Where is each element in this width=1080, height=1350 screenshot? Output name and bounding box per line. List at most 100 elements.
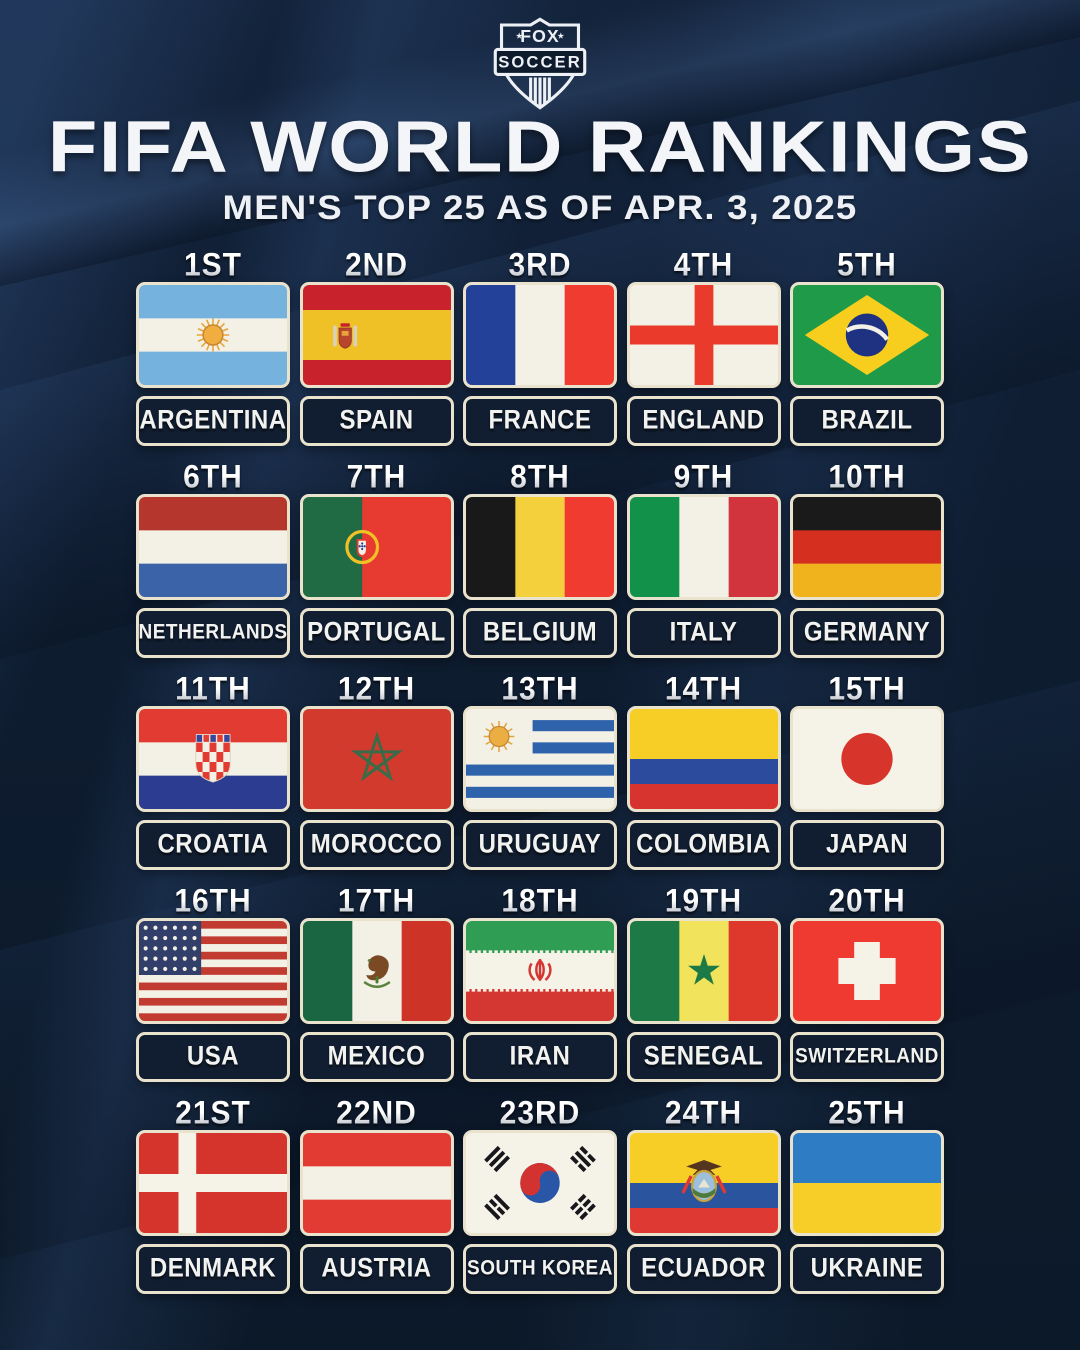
country-name: SWITZERLAND [795,1044,939,1068]
ranking-cell: 25TH UKRAINE [790,1095,944,1294]
flag-brazil-icon [790,282,944,388]
rank-label: 2ND [344,247,408,283]
flag-spain-icon [299,282,454,388]
rank-label: 8TH [510,459,570,495]
flag-argentina-icon [136,282,290,388]
country-plate: SENEGAL [626,1032,781,1082]
rank-label: 22ND [336,1095,417,1131]
country-plate: ITALY [626,608,781,658]
country-plate: NETHERLANDS [136,608,290,658]
country-plate: CROATIA [136,820,290,870]
country-name: PORTUGAL [307,617,446,648]
rank-label: 17TH [337,883,416,919]
flag-south-korea-icon [463,1130,617,1236]
ranking-cell: 19TH SENEGAL [626,883,781,1082]
flag-croatia-icon [136,706,290,812]
shield-stripes-icon [529,77,551,107]
flag-germany-icon [790,494,944,600]
flag-portugal-icon [299,494,454,600]
ranking-cell: 14TH COLOMBIA [626,671,781,870]
rank-label: 3RD [508,247,572,283]
flag-morocco-icon [299,706,454,812]
country-plate: ARGENTINA [136,396,290,446]
country-name: FRANCE [488,405,592,436]
country-plate: MOROCCO [299,820,454,870]
country-name: GERMANY [803,617,931,648]
flag-japan-icon [790,706,944,812]
flag-italy-icon [626,494,781,600]
country-name: IRAN [509,1041,571,1072]
country-name: COLOMBIA [636,829,771,860]
flag-ukraine-icon [790,1130,944,1236]
flag-iran-icon [463,918,617,1024]
ranking-cell: 11TH CROATIA [136,671,290,870]
ranking-cell: 23RD SOUTH KOREA [463,1095,617,1294]
rank-label: 23RD [499,1095,581,1131]
ranking-cell: 18TH IRAN [463,883,617,1082]
flag-switzerland-icon [790,918,944,1024]
logo-fox-text: FOX [520,26,559,46]
flag-austria-icon [299,1130,454,1236]
ranking-cell: 16TH USA [136,883,290,1082]
country-name: JAPAN [825,829,909,860]
ranking-cell: 8TH BELGIUM [463,459,617,658]
flag-uruguay-icon [463,706,617,812]
flag-england-icon [626,282,781,388]
country-name: MOROCCO [310,829,443,860]
rank-label: 13TH [501,671,579,707]
logo-soccer-text: SOCCER [498,53,582,72]
fox-soccer-logo: FOX SOCCER [488,16,592,117]
country-plate: SPAIN [299,396,454,446]
flag-colombia-icon [626,706,781,812]
country-plate: AUSTRIA [299,1244,454,1294]
ranking-cell: 15TH JAPAN [790,671,944,870]
country-name: CROATIA [157,829,269,860]
country-plate: ENGLAND [626,396,781,446]
rank-label: 5TH [837,247,897,283]
country-plate: MEXICO [299,1032,454,1082]
country-name: ITALY [669,617,738,648]
page-title: FIFA WORLD RANKINGS [47,107,1033,188]
rank-label: 25TH [828,1095,906,1131]
country-name: NETHERLANDS [138,620,288,644]
rank-label: 18TH [501,883,579,919]
country-plate: IRAN [463,1032,617,1082]
ranking-cell: 21ST DENMARK [136,1095,290,1294]
country-plate: BELGIUM [463,608,617,658]
country-plate: UKRAINE [790,1244,944,1294]
country-plate: JAPAN [790,820,944,870]
country-plate: FRANCE [463,396,617,446]
rank-label: 4TH [673,247,734,283]
ranking-cell: 22ND AUSTRIA [299,1095,454,1294]
flag-netherlands-icon [136,494,290,600]
country-plate: PORTUGAL [299,608,454,658]
country-name: MEXICO [327,1041,426,1072]
rankings-section: 1ST ARGENTINA 2ND SPAIN 3RD FRANCE 4TH E… [0,247,1080,1294]
flag-usa-icon [136,918,290,1024]
country-plate: SOUTH KOREA [463,1244,617,1294]
rank-label: 16TH [174,883,252,919]
rank-label: 6TH [183,459,243,495]
ranking-cell: 17TH MEXICO [299,883,454,1082]
rank-label: 10TH [828,459,906,495]
flag-france-icon [463,282,617,388]
ranking-cell: 4TH ENGLAND [626,247,781,446]
country-name: USA [186,1041,240,1072]
rank-label: 19TH [664,883,743,919]
flag-mexico-icon [299,918,454,1024]
ranking-cell: 9TH ITALY [626,459,781,658]
ranking-cell: 24TH ECUADOR [626,1095,781,1294]
ranking-cell: 7TH PORTUGAL [299,459,454,658]
flag-ecuador-icon [626,1130,781,1236]
flag-belgium-icon [463,494,617,600]
page-subtitle: MEN'S TOP 25 AS OF APR. 3, 2025 [222,188,858,227]
country-name: SENEGAL [643,1041,764,1072]
country-name: AUSTRIA [321,1253,432,1284]
country-plate: SWITZERLAND [790,1032,944,1082]
country-name: ARGENTINA [139,405,287,436]
flag-senegal-icon [626,918,781,1024]
country-plate: BRAZIL [790,396,944,446]
rank-label: 1ST [183,247,243,283]
country-name: BELGIUM [482,617,598,648]
